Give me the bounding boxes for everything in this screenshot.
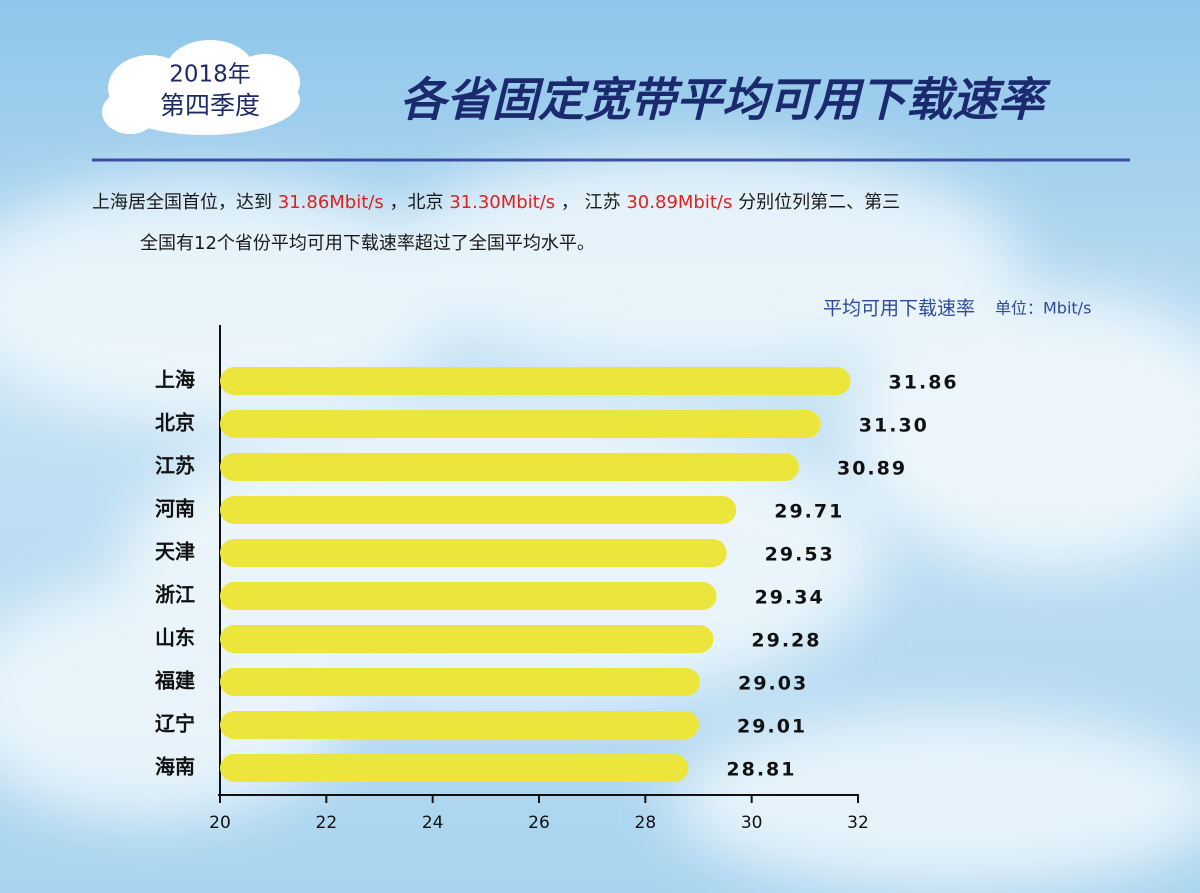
- x-tick-label: 22: [316, 813, 338, 833]
- category-label: 江苏: [155, 454, 195, 478]
- category-label: 天津: [155, 540, 195, 564]
- badge-quarter: 第四季度: [160, 91, 260, 120]
- summary-text: 全国有12个省份平均可用下载速率超过了全国平均水平。: [140, 233, 595, 254]
- category-label: 上海: [155, 368, 195, 392]
- bar: [220, 539, 727, 567]
- category-label: 浙江: [155, 583, 195, 607]
- category-label: 北京: [155, 411, 195, 435]
- summary-line: 上海居全国首位，达到 31.86Mbit/s ，北京 31.30Mbit/s ，…: [92, 192, 900, 213]
- value-label: 31.30: [859, 415, 929, 437]
- category-label: 海南: [155, 755, 195, 779]
- chart-title: 各省固定宽带平均可用下载速率: [400, 73, 1051, 127]
- category-label: 福建: [154, 669, 195, 693]
- bar: [220, 711, 700, 739]
- bar: [220, 453, 799, 481]
- bar: [220, 367, 851, 395]
- category-label: 山东: [155, 626, 195, 650]
- value-label: 29.03: [738, 673, 808, 695]
- value-label: 30.89: [837, 458, 907, 480]
- category-label: 辽宁: [155, 712, 195, 736]
- bar: [220, 410, 821, 438]
- value-label: 29.01: [737, 716, 807, 738]
- summary-text: ，北京: [384, 192, 449, 213]
- unit-label: 单位：Mbit/s: [995, 299, 1091, 318]
- bar: [220, 668, 701, 696]
- summary-text: 分别位列第二、第三: [732, 192, 900, 213]
- summary-line: 全国有12个省份平均可用下载速率超过了全国平均水平。: [140, 233, 595, 254]
- x-tick-label: 24: [422, 813, 444, 833]
- x-tick-label: 20: [209, 813, 231, 833]
- value-label: 29.28: [751, 630, 821, 652]
- x-tick-label: 26: [528, 813, 550, 833]
- value-label: 29.71: [774, 501, 844, 523]
- summary-highlight: 31.30Mbit/s: [449, 192, 555, 213]
- axis-title: 平均可用下载速率: [823, 298, 975, 320]
- value-label: 28.81: [726, 759, 796, 781]
- value-label: 31.86: [889, 372, 959, 394]
- x-tick-label: 28: [635, 813, 657, 833]
- category-label: 河南: [155, 497, 195, 521]
- badge-year: 2018年: [169, 62, 251, 88]
- summary-text: 上海居全国首位，达到: [92, 192, 278, 213]
- summary-highlight: 30.89Mbit/s: [626, 192, 732, 213]
- bar: [220, 582, 717, 610]
- x-tick-label: 30: [741, 813, 763, 833]
- x-tick-label: 32: [847, 813, 869, 833]
- bar: [220, 625, 714, 653]
- value-label: 29.34: [755, 587, 825, 609]
- bar: [220, 496, 737, 524]
- badge-cloud: [102, 40, 300, 135]
- summary-text: ， 江苏: [555, 192, 626, 213]
- bar: [220, 754, 689, 782]
- summary-highlight: 31.86Mbit/s: [278, 192, 384, 213]
- value-label: 29.53: [765, 544, 835, 566]
